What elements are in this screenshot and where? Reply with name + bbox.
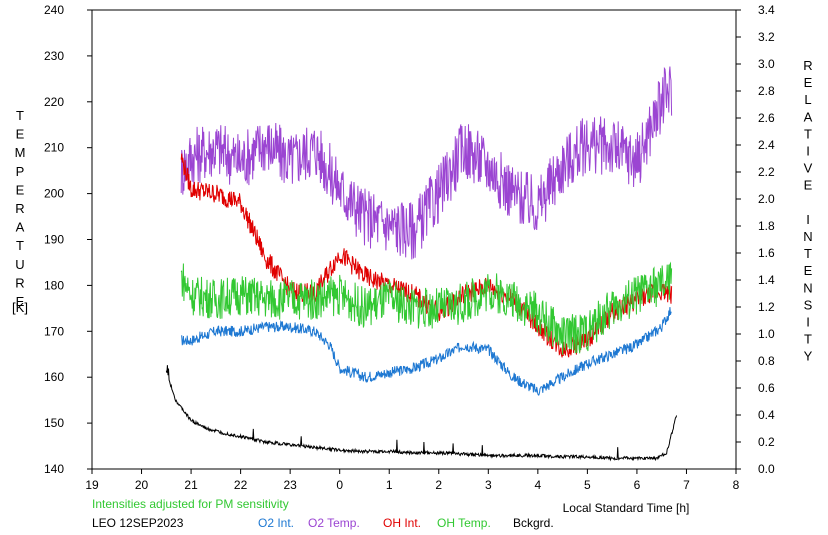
right-tick-label: 2.8: [758, 84, 775, 98]
series-layer: [165, 66, 678, 462]
x-tick-label: 2: [435, 478, 442, 492]
right-tick-label: 0.8: [758, 354, 775, 368]
left-axis-title-char: T: [16, 238, 24, 253]
right-tick-label: 3.2: [758, 30, 775, 44]
left-axis-title-char: U: [15, 257, 24, 272]
right-axis-title-char: S: [804, 297, 813, 312]
left-axis-title-char: M: [15, 145, 26, 160]
x-tick-label: 4: [535, 478, 542, 492]
right-axis-title-char: T: [804, 126, 812, 141]
left-axis-title-char: E: [16, 182, 25, 197]
right-tick-label: 3.0: [758, 57, 775, 71]
x-tick-label: 6: [634, 478, 641, 492]
left-axis-unit: [K]: [12, 300, 28, 315]
legend-entry: OH Temp.: [437, 516, 491, 530]
right-axis-title-char: V: [804, 161, 813, 176]
legend-entry: OH Int.: [383, 516, 421, 530]
series-line-oh-temp: [180, 261, 673, 355]
legend-entry: O2 Temp.: [308, 516, 360, 530]
right-tick-label: 3.4: [758, 3, 775, 17]
series-line-bckgrd: [165, 365, 678, 462]
x-tick-label: 19: [85, 478, 99, 492]
right-axis-title-char: L: [804, 92, 811, 107]
left-axis-title-char: P: [16, 164, 25, 179]
right-axis-title-char: E: [804, 263, 813, 278]
left-tick-label: 220: [44, 95, 64, 109]
sensitivity-note: Intensities adjusted for PM sensitivity: [92, 497, 289, 511]
legend-entry: O2 Int.: [258, 516, 294, 530]
right-tick-label: 2.2: [758, 165, 775, 179]
right-axis-title-char: N: [803, 280, 812, 295]
station-label: LEO 12SEP2023: [92, 516, 184, 530]
x-tick-label: 7: [683, 478, 690, 492]
legend: O2 Int. O2 Temp. OH Int. OH Temp. Bckgrd.: [258, 516, 554, 530]
left-axis-title-char: R: [15, 201, 24, 216]
left-axis-title-char: E: [16, 127, 25, 142]
right-tick-label: 1.0: [758, 327, 775, 341]
right-tick-label: 1.2: [758, 300, 775, 314]
right-y-axis: 0.0 0.2 0.4 0.6 0.8 1.0 1.2 1.4 1.6 1.8 2.0 2.2 2.4 2…: [736, 3, 775, 476]
x-tick-label: 21: [184, 478, 198, 492]
x-tick-label: 1: [386, 478, 393, 492]
left-tick-label: 230: [44, 49, 64, 63]
left-tick-label: 240: [44, 3, 64, 17]
right-tick-label: 0.0: [758, 462, 775, 476]
right-tick-label: 2.4: [758, 138, 775, 152]
right-axis-title-char: N: [803, 229, 812, 244]
left-axis-title-char: A: [16, 220, 25, 235]
x-tick-label: 8: [733, 478, 740, 492]
right-axis-title-char: R: [803, 58, 812, 73]
left-tick-label: 200: [44, 187, 64, 201]
right-axis-title-char: I: [806, 212, 810, 227]
left-tick-label: 210: [44, 141, 64, 155]
right-tick-label: 2.0: [758, 192, 775, 206]
right-tick-label: 1.6: [758, 246, 775, 260]
x-tick-label: 5: [584, 478, 591, 492]
right-axis-title-char: E: [804, 75, 813, 90]
x-axis: 19 20 21 22 23 0 1 2 3 4 5 6 7 8: [85, 469, 740, 492]
left-tick-label: 140: [44, 462, 64, 476]
right-axis-title-char: T: [804, 246, 812, 261]
right-tick-label: 1.8: [758, 219, 775, 233]
right-tick-label: 1.4: [758, 273, 775, 287]
x-tick-label: 23: [283, 478, 297, 492]
right-axis-title-char: I: [806, 144, 810, 159]
left-tick-label: 170: [44, 324, 64, 338]
series-line-oh-int: [180, 153, 673, 358]
series-line-o2-temp: [180, 66, 673, 260]
right-axis-title-char: T: [804, 332, 812, 347]
series-line-o2-int: [180, 307, 672, 396]
left-axis-title-char: T: [16, 108, 24, 123]
left-tick-label: 180: [44, 278, 64, 292]
left-y-axis: 140 150 160 170 180 190 200 210 220 230 240: [44, 3, 92, 476]
right-tick-label: 0.4: [758, 408, 775, 422]
left-tick-label: 160: [44, 370, 64, 384]
left-tick-label: 150: [44, 416, 64, 430]
left-axis-title-char: E: [16, 294, 25, 309]
right-axis-title-char: A: [804, 109, 813, 124]
right-tick-label: 2.6: [758, 111, 775, 125]
right-axis-title-char: E: [804, 178, 813, 193]
left-axis-title-char: R: [15, 275, 24, 290]
x-tick-label: 22: [234, 478, 248, 492]
right-tick-label: 0.6: [758, 381, 775, 395]
left-tick-label: 190: [44, 233, 64, 247]
right-axis-title-char: I: [806, 315, 810, 330]
legend-entry: Bckgrd.: [513, 516, 554, 530]
x-tick-label: 0: [336, 478, 343, 492]
x-axis-label: Local Standard Time [h]: [563, 501, 690, 515]
right-axis-title-char: Y: [804, 349, 813, 364]
x-tick-label: 20: [135, 478, 149, 492]
right-tick-label: 0.2: [758, 435, 775, 449]
x-tick-label: 3: [485, 478, 492, 492]
